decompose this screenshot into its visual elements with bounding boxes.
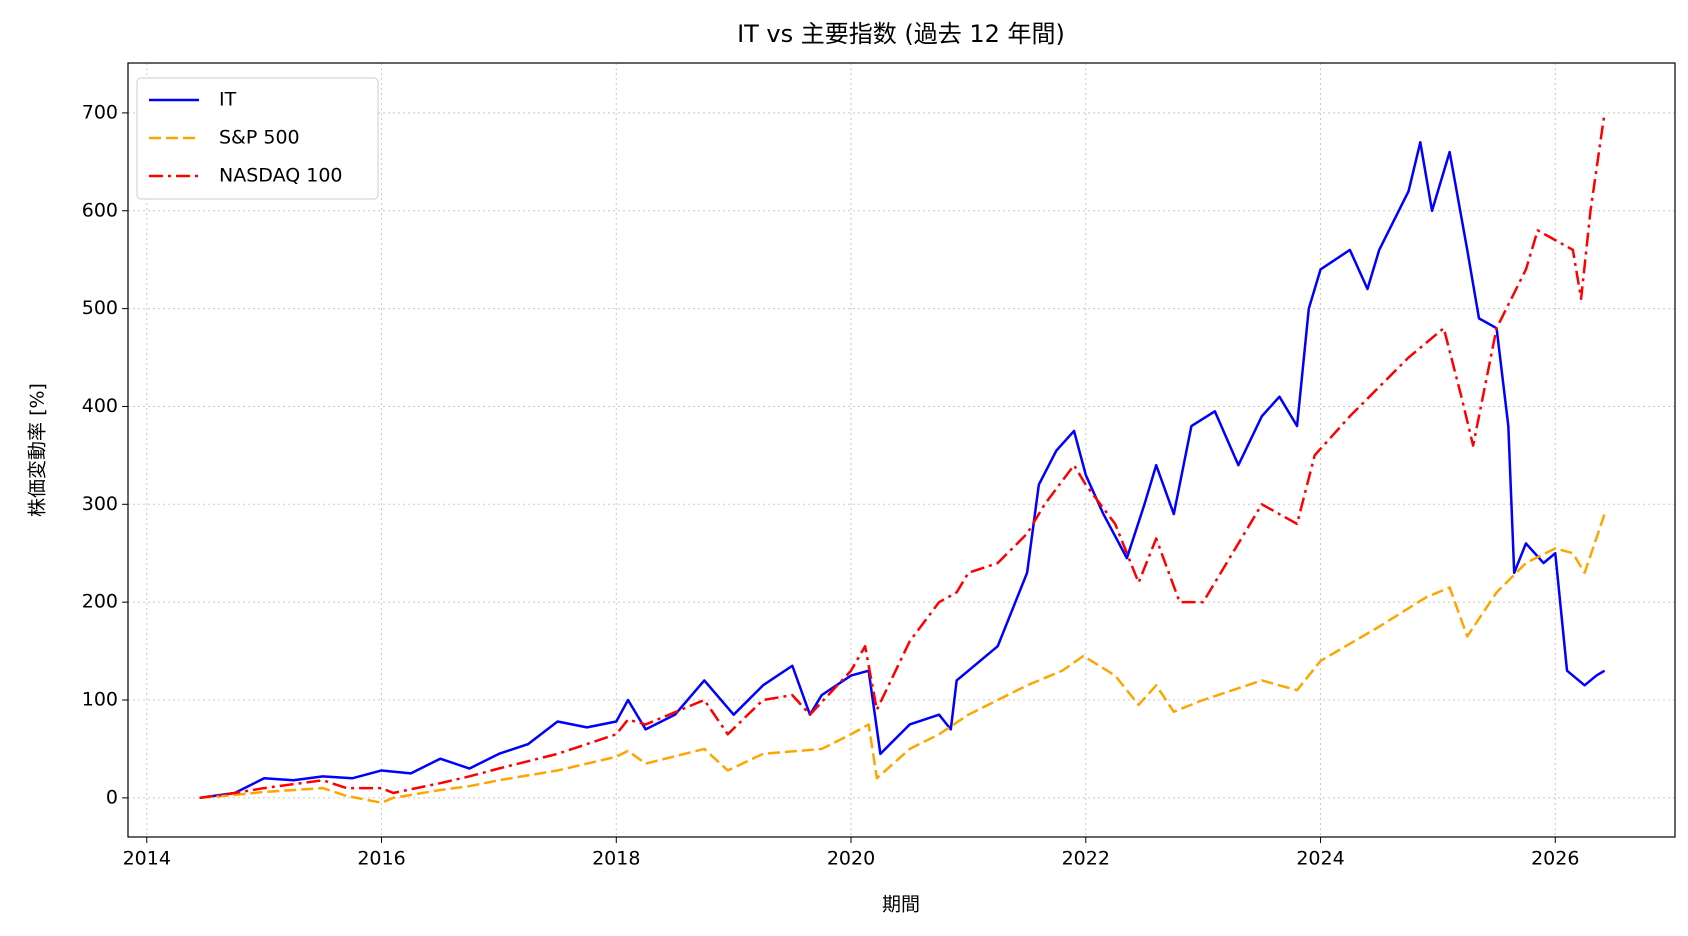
y-tick-label: 300 (82, 493, 118, 515)
y-tick-label: 700 (82, 101, 118, 123)
y-tick-label: 400 (82, 395, 118, 417)
legend-label: IT (219, 89, 237, 111)
x-tick-label: 2018 (592, 848, 640, 870)
x-tick-label: 2016 (357, 848, 405, 870)
y-tick-label: 100 (82, 689, 118, 711)
series-line (199, 112, 1606, 800)
x-tick-label: 2026 (1531, 848, 1579, 870)
series-line (199, 141, 1606, 800)
y-tick-label: 600 (82, 199, 118, 221)
y-tick-label: 0 (106, 786, 118, 808)
y-axis-label: 株価変動率 [%] (27, 383, 49, 517)
x-tick-label: 2022 (1062, 848, 1110, 870)
chart-title: IT vs 主要指数 (過去 12 年間) (737, 20, 1065, 48)
legend-box (136, 77, 379, 200)
plot-frame (127, 62, 1676, 838)
legend-label: S&P 500 (219, 127, 300, 149)
y-tick-label: 500 (82, 297, 118, 319)
y-tick-label: 200 (82, 591, 118, 613)
legend-label: NASDAQ 100 (219, 165, 343, 187)
x-tick-label: 2024 (1296, 848, 1344, 870)
x-tick-label: 2014 (123, 848, 171, 870)
series-line (199, 513, 1606, 805)
x-tick-label: 2020 (827, 848, 875, 870)
x-axis-label: 期間 (882, 894, 920, 916)
